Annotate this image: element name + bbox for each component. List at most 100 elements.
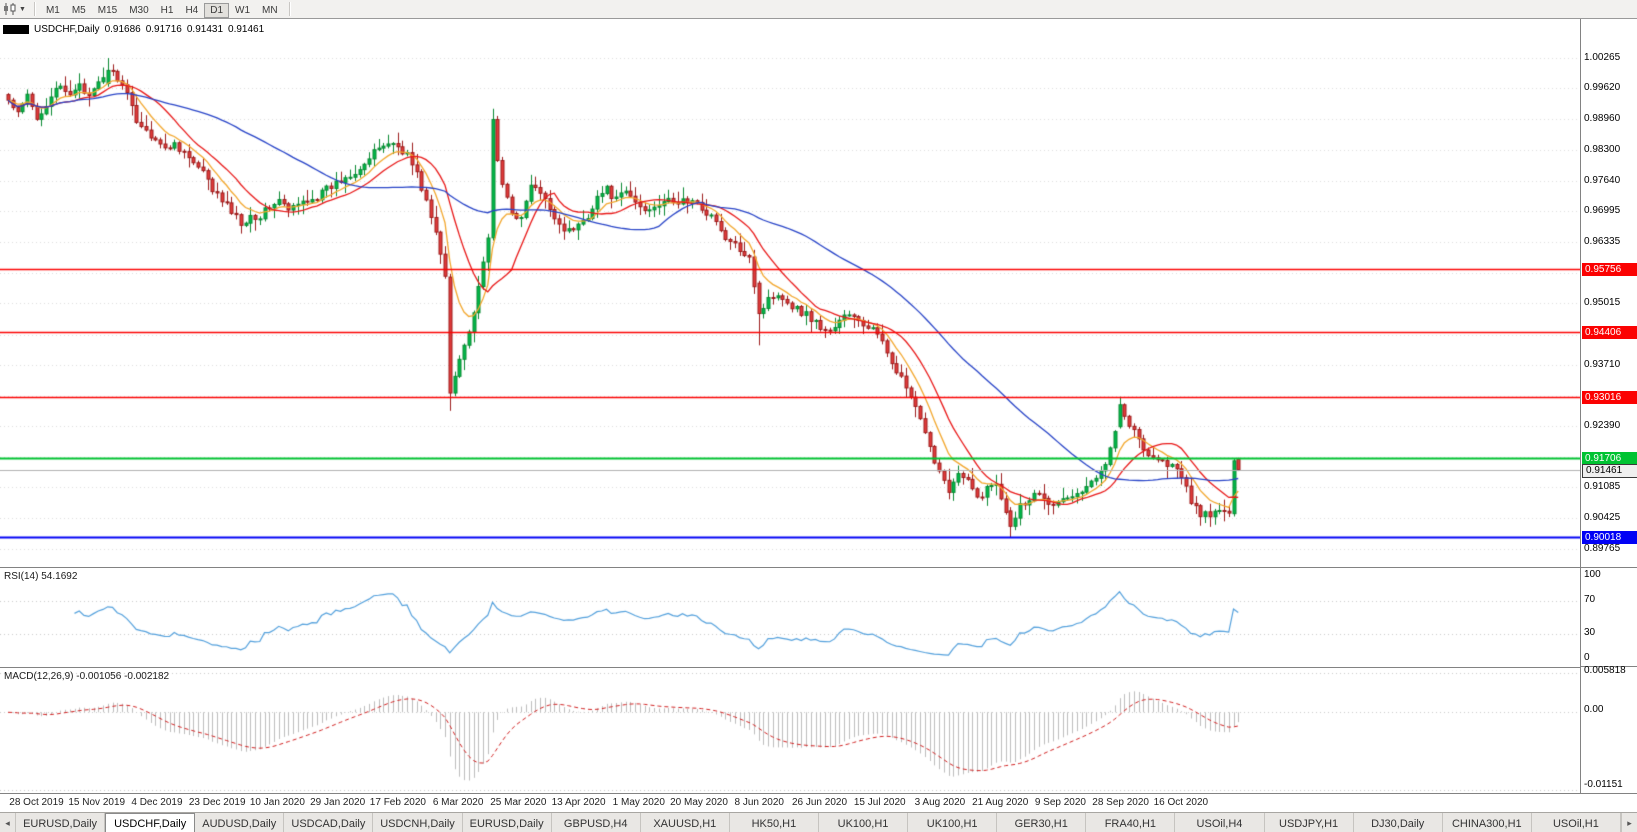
price-tick-label: 0.98300 <box>1584 144 1621 155</box>
date-label: 15 Jul 2020 <box>853 797 906 808</box>
price-tick-label: 0.95015 <box>1584 297 1621 308</box>
ohlc-high: 0.91716 <box>145 24 182 35</box>
chart-tab-hk50-h1[interactable]: HK50,H1 <box>730 813 819 832</box>
level-price-label: 0.90018 <box>1582 531 1637 544</box>
date-label: 28 Oct 2019 <box>9 797 64 808</box>
date-label: 10 Jan 2020 <box>249 797 305 808</box>
level-price-label: 0.91706 <box>1582 452 1637 465</box>
date-label: 21 Aug 2020 <box>972 797 1029 808</box>
timeframe-buttons: M1 M5 M15 M30 H1 H4 D1 W1 MN <box>40 0 284 18</box>
macd-label: MACD(12,26,9) -0.001056 -0.002182 <box>4 671 170 682</box>
price-tick-label: 0.91085 <box>1584 481 1621 492</box>
macd-panel[interactable]: MACD(12,26,9) -0.001056 -0.002182 <box>0 667 1580 795</box>
ohlc-close: 0.91461 <box>228 24 265 35</box>
date-label: 15 Nov 2019 <box>68 797 126 808</box>
chart-tab-eurusd-daily[interactable]: EURUSD,Daily <box>463 813 552 832</box>
candlestick-chart-icon[interactable] <box>3 3 17 15</box>
price-tick-label: 0.89765 <box>1584 543 1621 554</box>
price-tick-label: 0.98960 <box>1584 113 1621 124</box>
chart-icon <box>3 25 29 34</box>
timeframe-button-m15[interactable]: M15 <box>97 5 118 16</box>
chart-tab-usdcnh-daily[interactable]: USDCNH,Daily <box>373 813 463 832</box>
chart-tab-eurusd-daily[interactable]: EURUSD,Daily <box>16 813 106 832</box>
date-label: 8 Jun 2020 <box>734 797 785 808</box>
date-label: 13 Apr 2020 <box>551 797 606 808</box>
chart-tab-audusd-daily[interactable]: AUDUSD,Daily <box>195 813 285 832</box>
chart-tab-usdjpy-h1[interactable]: USDJPY,H1 <box>1265 813 1354 832</box>
timeframe-button-h4[interactable]: H4 <box>185 5 199 16</box>
date-label: 9 Sep 2020 <box>1034 797 1086 808</box>
panel-separator[interactable] <box>1581 666 1637 667</box>
timeframe-button-m5[interactable]: M5 <box>71 5 86 16</box>
timeframe-button-m30[interactable]: M30 <box>129 5 149 16</box>
chart-tab-fra40-h1[interactable]: FRA40,H1 <box>1086 813 1176 832</box>
price-tick-label: 0.97640 <box>1584 175 1621 186</box>
rsi-scale-label: 100 <box>1584 569 1601 580</box>
price-tick-label: 0.90425 <box>1584 512 1621 523</box>
chart-tab-dj30-daily[interactable]: DJ30,Daily <box>1354 813 1443 832</box>
price-scale[interactable]: 1.00265 0.99620 0.98960 0.98300 0.97640 0.969… <box>1580 19 1637 793</box>
date-label: 3 Aug 2020 <box>914 797 966 808</box>
time-axis[interactable]: 28 Oct 2019 15 Nov 2019 4 Dec 2019 23 Dec 2… <box>0 793 1637 812</box>
price-panel[interactable]: USDCHF,Daily 0.91686 0.91716 0.91431 0.9… <box>0 19 1580 567</box>
toolbar-separator <box>33 2 35 16</box>
date-label: 26 Jun 2020 <box>791 797 848 808</box>
level-price-label: 0.95756 <box>1582 263 1637 276</box>
price-tick-label: 0.92390 <box>1584 420 1621 431</box>
ohlc-open: 0.91686 <box>104 24 141 35</box>
tabs-scroll-left-icon[interactable]: ◂ <box>0 813 16 832</box>
chart-tab-list: EURUSD,Daily USDCHF,Daily AUDUSD,Daily USDC… <box>16 813 1621 832</box>
chart-tab-china300-h1[interactable]: CHINA300,H1 <box>1443 813 1532 832</box>
macd-scale-label: 0.00 <box>1584 704 1604 715</box>
timeframe-button-m1[interactable]: M1 <box>45 5 60 16</box>
rsi-scale-label: 0 <box>1584 652 1590 663</box>
date-label: 4 Dec 2019 <box>131 797 183 808</box>
price-tick-label: 1.00265 <box>1584 52 1621 63</box>
macd-scale-label: -0.01151 <box>1584 779 1623 790</box>
rsi-canvas[interactable] <box>0 568 1580 666</box>
date-label: 1 May 2020 <box>612 797 665 808</box>
tabs-scroll-right-icon[interactable]: ▸ <box>1621 813 1637 832</box>
rsi-label: RSI(14) 54.1692 <box>4 571 78 582</box>
chart-tab-xauusd-h1[interactable]: XAUUSD,H1 <box>641 813 730 832</box>
timeframe-button-h1[interactable]: H1 <box>160 5 174 16</box>
chevron-down-icon[interactable]: ▼ <box>19 5 26 13</box>
chart-tab-usoil-h4[interactable]: USOil,H4 <box>1175 813 1265 832</box>
chart-tab-usoil-h1[interactable]: USOil,H1 <box>1532 813 1621 832</box>
top-toolbar: ▼ M1 M5 M15 M30 H1 H4 D1 W1 MN <box>0 0 1637 19</box>
date-label: 6 Mar 2020 <box>432 797 484 808</box>
price-chart-canvas[interactable] <box>0 19 1580 567</box>
price-tick-label: 0.93710 <box>1584 359 1621 370</box>
chart-tabs-bar: ◂ EURUSD,Daily USDCHF,Daily AUDUSD,Daily US… <box>0 812 1637 832</box>
timeframe-button-w1[interactable]: W1 <box>235 5 251 16</box>
price-tick-label: 0.96335 <box>1584 236 1621 247</box>
level-price-label: 0.94406 <box>1582 326 1637 339</box>
rsi-scale-label: 30 <box>1584 627 1596 638</box>
chart-tab-usdchf-daily[interactable]: USDCHF,Daily <box>105 813 196 832</box>
timeframe-button-d1[interactable]: D1 <box>204 3 230 18</box>
date-label: 28 Sep 2020 <box>1092 797 1149 808</box>
rsi-panel[interactable]: RSI(14) 54.1692 <box>0 567 1580 667</box>
level-price-label: 0.93016 <box>1582 391 1637 404</box>
date-label: 25 Mar 2020 <box>490 797 547 808</box>
chart-tab-uk100-h1[interactable]: UK100,H1 <box>819 813 909 832</box>
date-label: 17 Feb 2020 <box>369 797 426 808</box>
chart-tab-gbpusd-h4[interactable]: GBPUSD,H4 <box>552 813 641 832</box>
macd-canvas[interactable] <box>0 668 1580 794</box>
price-tick-label: 0.99620 <box>1584 82 1621 93</box>
timeframe-button-mn[interactable]: MN <box>262 5 278 16</box>
date-label: 23 Dec 2019 <box>188 797 246 808</box>
toolbar-separator <box>288 2 290 16</box>
ohlc-low: 0.91431 <box>186 24 224 35</box>
chart-title: USDCHF,Daily <box>34 24 100 35</box>
rsi-scale-label: 70 <box>1584 594 1596 605</box>
chart-area: USDCHF,Daily 0.91686 0.91716 0.91431 0.9… <box>0 19 1637 795</box>
chart-tab-uk100-h1[interactable]: UK100,H1 <box>908 813 998 832</box>
panel-separator[interactable] <box>1581 567 1637 568</box>
chart-tab-ger30-h1[interactable]: GER30,H1 <box>997 813 1087 832</box>
chart-header: USDCHF,Daily 0.91686 0.91716 0.91431 0.9… <box>3 24 264 35</box>
chart-tab-usdcad-daily[interactable]: USDCAD,Daily <box>284 813 374 832</box>
date-label: 20 May 2020 <box>670 797 728 808</box>
date-label: 16 Oct 2020 <box>1153 797 1209 808</box>
macd-scale-label: 0.005818 <box>1584 665 1626 676</box>
